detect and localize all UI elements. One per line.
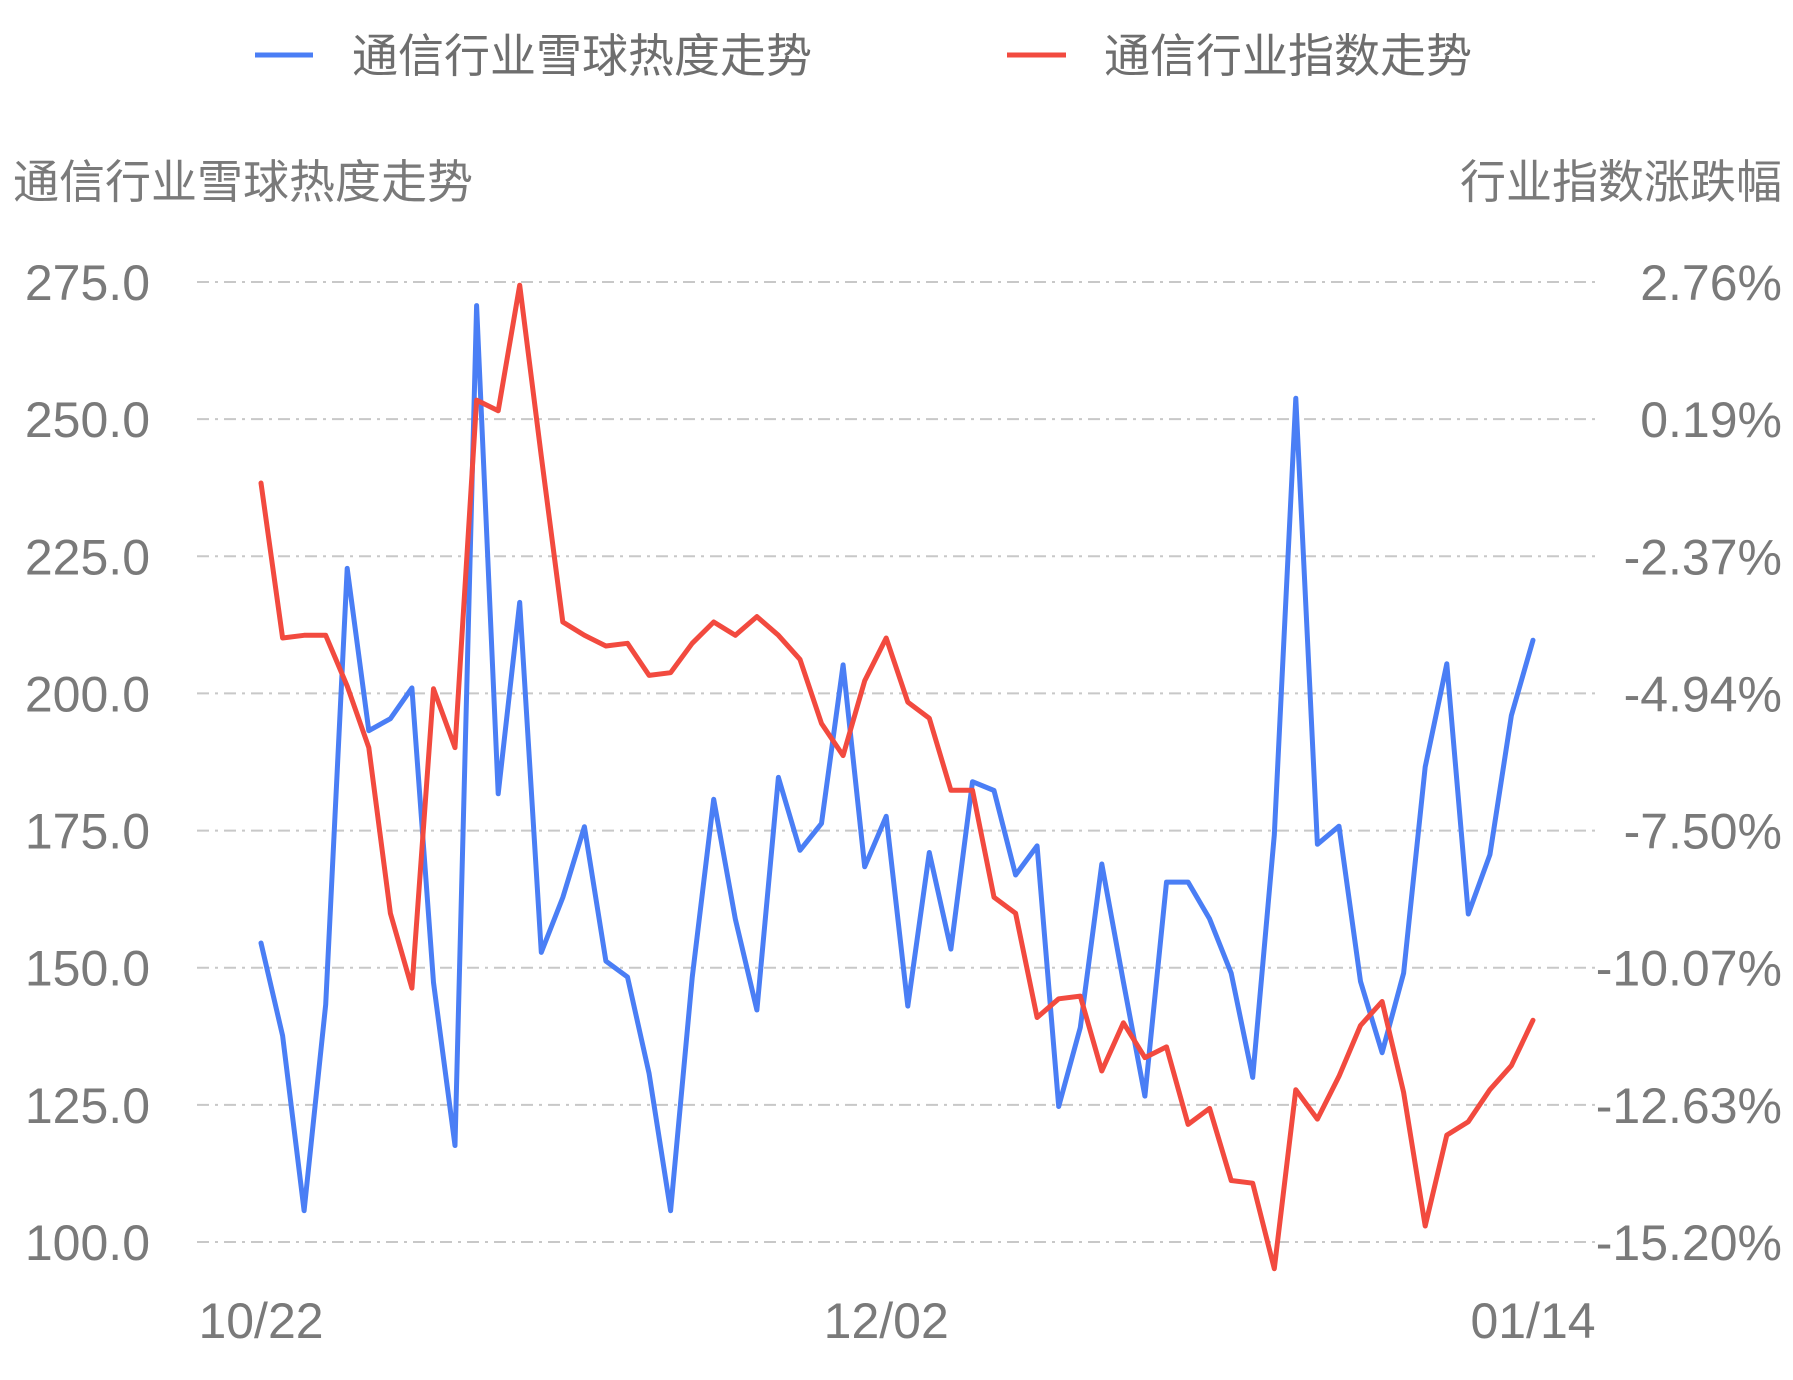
left-tick-label: 275.0 [25,255,150,311]
left-tick-label: 225.0 [25,529,150,585]
right-tick-label: -10.07% [1596,941,1782,997]
right-axis-title: 行业指数涨跌幅 [1460,155,1782,209]
left-tick-label: 150.0 [25,941,150,997]
right-tick-label: -4.94% [1624,666,1782,722]
legend: 通信行业雪球热度走势 通信行业指数走势 [255,29,1472,83]
series-layer [258,282,1536,1272]
right-tick-label: -7.50% [1624,804,1782,860]
right-tick-label: -2.37% [1624,529,1782,585]
right-tick-label: 0.19% [1640,392,1782,448]
gridlines [197,281,1597,1243]
left-tick-label: 200.0 [25,666,150,722]
right-tick-label: -15.20% [1596,1215,1782,1271]
left-tick-label: 175.0 [25,804,150,860]
left-axis-ticks: 275.0 250.0 225.0 200.0 175.0 150.0 125.0 100.0 [25,255,150,1271]
legend-label-index: 通信行业指数走势 [1104,29,1472,83]
right-tick-label: -12.63% [1596,1078,1782,1134]
left-tick-label: 250.0 [25,392,150,448]
x-tick-label: 12/02 [824,1293,949,1349]
x-axis-ticks: 10/22 12/02 01/14 [198,1293,1595,1349]
x-tick-label: 10/22 [198,1293,323,1349]
left-tick-label: 100.0 [25,1215,150,1271]
left-tick-label: 125.0 [25,1078,150,1134]
right-tick-label: 2.76% [1640,255,1782,311]
legend-label-heat: 通信行业雪球热度走势 [352,29,812,83]
left-axis-title: 通信行业雪球热度走势 [13,155,473,209]
right-axis-ticks: 2.76% 0.19% -2.37% -4.94% -7.50% -10.07% -12.6… [1596,255,1782,1271]
x-tick-label: 01/14 [1470,1293,1595,1349]
series-line-index [258,282,1536,1272]
